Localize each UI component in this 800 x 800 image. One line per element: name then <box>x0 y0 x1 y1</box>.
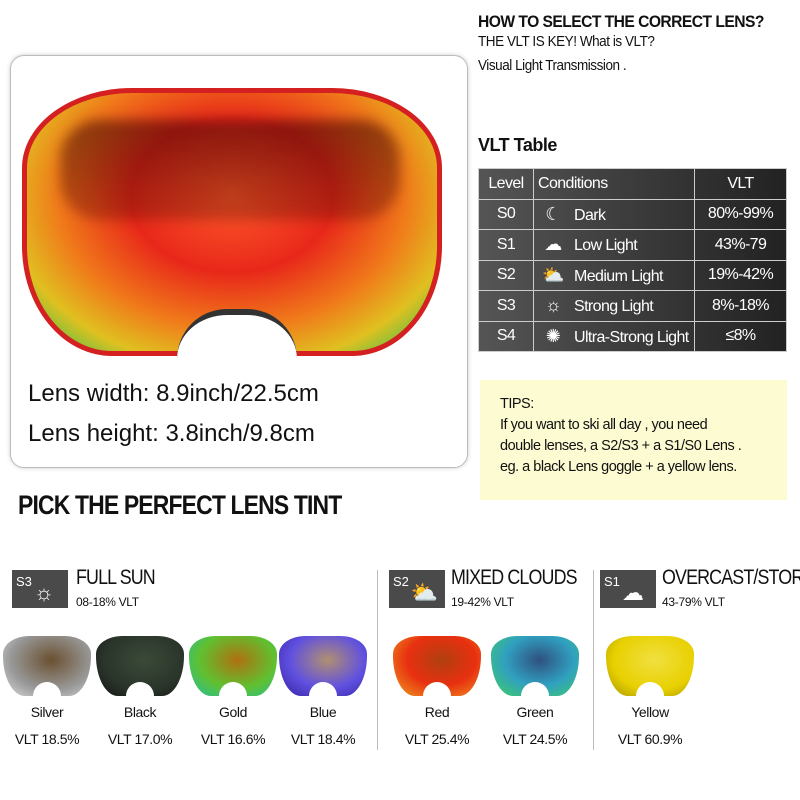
moon-icon: ☾ <box>545 203 561 224</box>
sun-icon: ☼ <box>33 580 55 605</box>
condition: Dark <box>574 206 606 224</box>
table-row: S4 ✺ Ultra-Strong Light ≤8% <box>478 320 787 352</box>
badge-s1: S1 ☁ <box>600 570 656 608</box>
table-row: S2 ⛅ Medium Light 19%-42% <box>478 259 787 291</box>
badge-s2: S2 ⛅ <box>389 570 445 608</box>
sun-icon: ☼ <box>545 295 562 316</box>
group-range: 19-42% VLT <box>451 595 514 609</box>
vlt-table: Level Conditions VLT S0 ☾ Dark 80%-99% S1 ☁ L… <box>478 168 787 352</box>
table-row: S3 ☼ Strong Light 8%-18% <box>478 290 787 322</box>
lens-name: Black <box>123 704 157 720</box>
sun-cloud-icon: ⛅ <box>542 264 564 285</box>
condition: Strong Light <box>574 298 654 316</box>
lens-yellow <box>606 636 694 698</box>
group-title: MIXED CLOUDS <box>451 566 578 589</box>
lens-vlt: VLT 24.5% <box>502 731 568 747</box>
tips-line: eg. a black Lens goggle + a yellow lens. <box>500 459 737 475</box>
divider <box>377 570 378 750</box>
lens-name: Silver <box>30 704 64 720</box>
lens-height: Lens height: 3.8inch/9.8cm <box>28 420 315 447</box>
group-range: 08-18% VLT <box>76 595 139 609</box>
table-row: S0 ☾ Dark 80%-99% <box>478 198 787 230</box>
level: S0 <box>478 198 534 230</box>
lens-red <box>393 636 481 698</box>
lens-reflection <box>60 120 400 220</box>
lens-name: Green <box>516 704 554 720</box>
divider <box>593 570 594 750</box>
level: S2 <box>478 259 534 291</box>
guide-line-2: Visual Light Transmission . <box>478 57 627 74</box>
level: S3 <box>478 290 534 322</box>
vlt: 80%-99% <box>694 198 787 230</box>
table-row: S1 ☁ Low Light 43%-79 <box>478 229 787 261</box>
bright-sun-icon: ✺ <box>545 325 561 346</box>
lens-vlt: VLT 18.5% <box>14 731 80 747</box>
lens-vlt: VLT 18.4% <box>290 731 356 747</box>
vlt: ≤8% <box>694 320 787 352</box>
header-level: Level <box>478 168 534 200</box>
guide-title: HOW TO SELECT THE CORRECT LENS? <box>478 12 764 31</box>
header-conditions: Conditions <box>533 168 695 200</box>
tips-label: TIPS: <box>500 396 534 412</box>
lens-vlt: VLT 16.6% <box>200 731 266 747</box>
condition: Medium Light <box>574 267 663 285</box>
lens-vlt: VLT 17.0% <box>107 731 173 747</box>
vlt: 19%-42% <box>694 259 787 291</box>
lens-name: Red <box>424 704 450 720</box>
cloud-icon: ☁ <box>544 234 562 255</box>
lens-blue <box>279 636 367 698</box>
vlt-table-title: VLT Table <box>478 135 557 155</box>
sun-cloud-icon: ⛅ <box>410 580 439 605</box>
lens-name: Gold <box>219 704 247 720</box>
header-vlt: VLT <box>694 168 787 200</box>
group-title: FULL SUN <box>76 566 156 589</box>
guide-line-1: THE VLT IS KEY! What is VLT? <box>478 33 655 50</box>
tint-title: PICK THE PERFECT LENS TINT <box>18 490 342 520</box>
condition: Low Light <box>574 237 638 255</box>
level: S1 <box>478 229 534 261</box>
product-card <box>10 55 468 468</box>
lens-green <box>491 636 579 698</box>
lens-name: Yellow <box>631 704 669 720</box>
tips-line: double lenses, a S2/S3 + a S1/S0 Lens . <box>500 438 742 454</box>
condition: Ultra-Strong Light <box>574 328 689 346</box>
level: S4 <box>478 320 534 352</box>
lens-black <box>96 636 184 698</box>
tips-box: TIPS: If you want to ski all day , you n… <box>480 380 787 500</box>
group-range: 43-79% VLT <box>662 595 725 609</box>
badge-s3: S3 ☼ <box>12 570 68 608</box>
lens-gold <box>189 636 277 698</box>
lens-name: Blue <box>309 704 337 720</box>
cloud-icon: ☁ <box>621 580 644 605</box>
lens-vlt: VLT 60.9% <box>617 731 683 747</box>
lens-silver <box>3 636 91 698</box>
lens-width: Lens width: 8.9inch/22.5cm <box>28 380 319 407</box>
group-title: OVERCAST/STORM <box>662 566 800 589</box>
table-header: Level Conditions VLT <box>478 168 787 200</box>
lens-vlt: VLT 25.4% <box>404 731 470 747</box>
vlt: 43%-79 <box>694 229 787 261</box>
vlt: 8%-18% <box>694 290 787 322</box>
tips-line: If you want to ski all day , you need <box>500 417 708 433</box>
